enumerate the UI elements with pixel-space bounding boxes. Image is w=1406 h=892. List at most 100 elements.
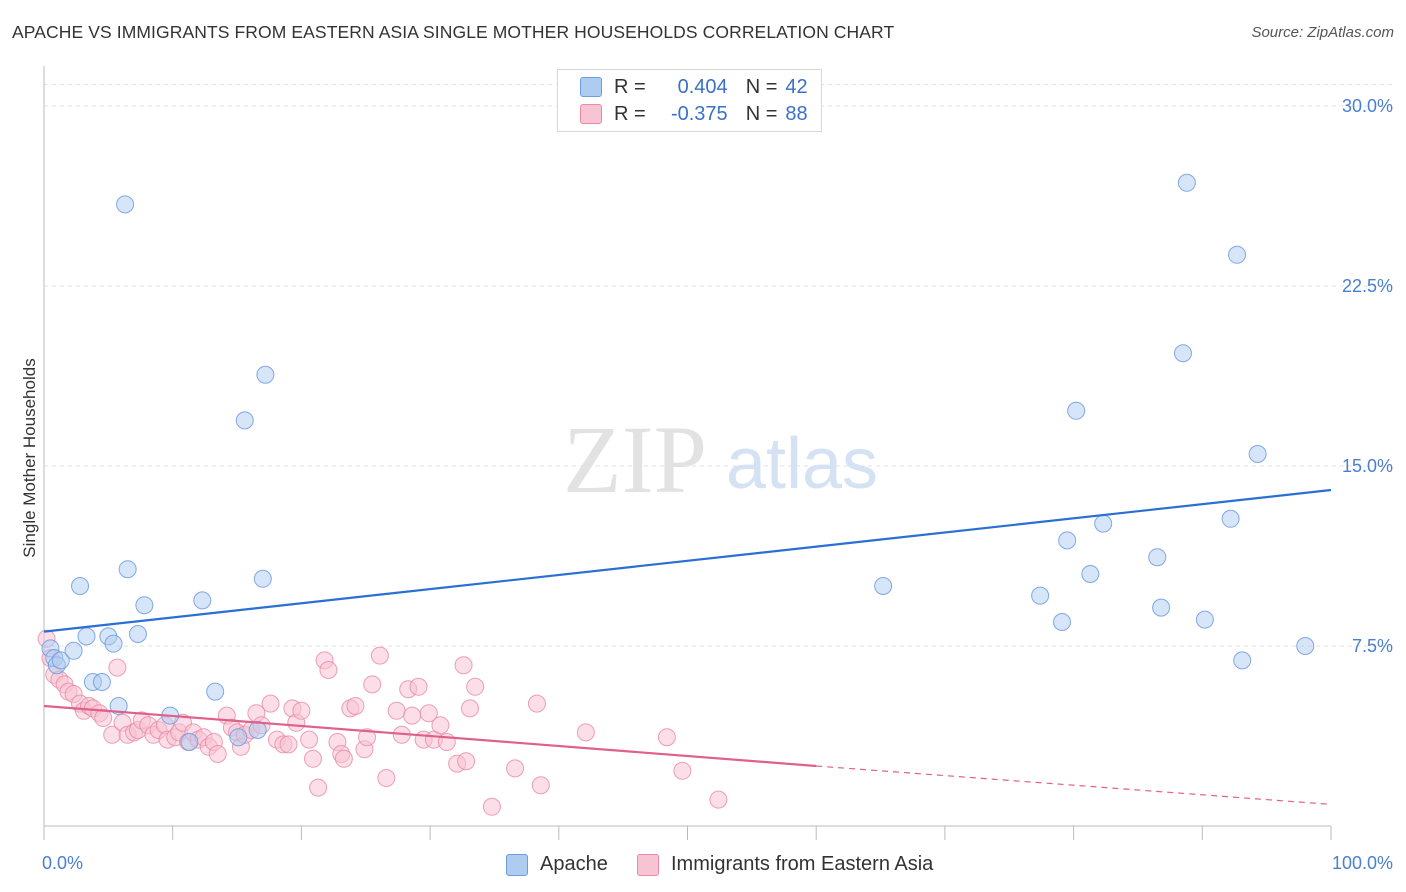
n-label: N = <box>745 102 778 125</box>
immigrants-point <box>303 749 322 768</box>
immigrants-point <box>657 728 676 747</box>
apache-point <box>180 733 199 751</box>
y-tick-label: 7.5% <box>1352 636 1393 656</box>
n-value: 88 <box>785 102 808 125</box>
trend-lines <box>43 488 1332 805</box>
immigrants-point <box>454 656 473 675</box>
n-value: 42 <box>785 75 808 98</box>
immigrants-point <box>319 661 338 679</box>
apache-point <box>1177 173 1196 192</box>
n-label: N = <box>745 75 778 98</box>
x-tick-label: 100.0% <box>1332 853 1393 873</box>
axes <box>43 66 1332 840</box>
immigrants-point <box>358 728 377 747</box>
immigrants-point <box>431 716 450 735</box>
y-tick-label: 15.0% <box>1342 456 1393 476</box>
immigrants-point <box>460 699 479 718</box>
watermark: ZIP atlas <box>563 406 878 513</box>
immigrants-point <box>309 778 328 797</box>
immigrants-point <box>531 776 550 795</box>
gridlines <box>44 83 1392 647</box>
legend-row-immigrants: R = -0.375 N = 88 <box>580 101 808 127</box>
series-legend: Apache Immigrants from Eastern Asia <box>0 850 1406 880</box>
apache-point <box>118 560 137 579</box>
immigrants-point <box>482 797 501 816</box>
chart-title: APACHE VS IMMIGRANTS FROM EASTERN ASIA S… <box>12 22 895 42</box>
immigrants-point <box>370 646 389 665</box>
apache-point <box>1173 344 1192 363</box>
apache-point <box>253 569 272 588</box>
legend-label: Apache <box>540 853 608 875</box>
immigrants-point <box>377 769 396 787</box>
immigrants-point <box>292 701 311 720</box>
immigrants-point <box>334 749 353 768</box>
immigrants-trend-extension <box>816 765 1332 805</box>
apache-point <box>235 411 254 430</box>
apache-point <box>116 195 135 214</box>
immigrants-points <box>37 629 728 816</box>
apache-swatch <box>506 853 528 876</box>
apache-point <box>256 365 275 384</box>
legend-row-apache: R = 0.404 N = 42 <box>580 74 808 100</box>
apache-point <box>1058 531 1077 550</box>
apache-point <box>1228 245 1247 264</box>
immigrants-point <box>409 677 428 696</box>
watermark-zip: ZIP <box>563 406 707 513</box>
apache-point <box>874 577 893 595</box>
immigrants-point <box>363 675 382 694</box>
x-tick-label: 0.0% <box>42 853 83 873</box>
y-axis-label: Single Mother Households <box>20 358 39 557</box>
apache-point <box>92 673 111 691</box>
y-tick-label: 30.0% <box>1342 96 1393 116</box>
apache-swatch <box>580 77 602 97</box>
apache-point <box>77 627 96 646</box>
apache-point <box>135 596 154 615</box>
apache-point <box>1248 445 1267 463</box>
apache-point <box>71 577 90 595</box>
apache-point <box>104 634 123 653</box>
apache-point <box>1081 565 1100 583</box>
apache-point <box>128 625 147 643</box>
legend-item-apache: Apache <box>506 853 608 876</box>
apache-point <box>1148 548 1167 567</box>
legend-label: Immigrants from Eastern Asia <box>671 853 934 875</box>
apache-point <box>1053 613 1072 631</box>
tick-labels: 7.5% 15.0% 22.5% 30.0% 0.0% 100.0% <box>42 96 1393 873</box>
apache-point <box>1094 514 1113 533</box>
immigrants-point <box>576 723 595 742</box>
r-value: -0.375 <box>670 102 728 125</box>
apache-point <box>1067 401 1086 420</box>
y-tick-label: 22.5% <box>1342 276 1393 296</box>
immigrants-point <box>673 761 692 780</box>
r-value: 0.404 <box>677 75 728 98</box>
correlation-legend: R = 0.404 N = 42 R = -0.375 N = 88 <box>557 69 822 132</box>
apache-point <box>1296 637 1315 655</box>
immigrants-point <box>709 790 728 809</box>
legend-item-immigrants: Immigrants from Eastern Asia <box>637 853 933 876</box>
apache-point <box>109 697 128 715</box>
immigrants-point <box>300 730 319 749</box>
source-label: Source: ZipAtlas.com <box>1251 24 1394 41</box>
watermark-atlas: atlas <box>726 424 878 504</box>
immigrants-point <box>208 745 227 763</box>
apache-point <box>206 682 225 701</box>
apache-point <box>229 728 248 747</box>
apache-point <box>51 651 70 670</box>
apache-point <box>1195 610 1214 629</box>
immigrants-swatch <box>580 104 602 124</box>
immigrants-point <box>279 735 298 754</box>
apache-point <box>64 641 83 660</box>
immigrants-trend-line <box>43 704 817 768</box>
r-label: R = <box>614 75 646 98</box>
immigrants-point <box>419 704 438 723</box>
apache-point <box>1233 651 1252 670</box>
apache-point <box>1031 586 1050 605</box>
r-label: R = <box>614 102 646 125</box>
apache-point <box>193 591 212 610</box>
apache-trend-line <box>43 488 1332 633</box>
immigrants-point <box>466 677 485 696</box>
immigrants-point <box>457 752 476 771</box>
apache-point <box>1221 509 1240 528</box>
apache-point <box>1152 598 1171 617</box>
